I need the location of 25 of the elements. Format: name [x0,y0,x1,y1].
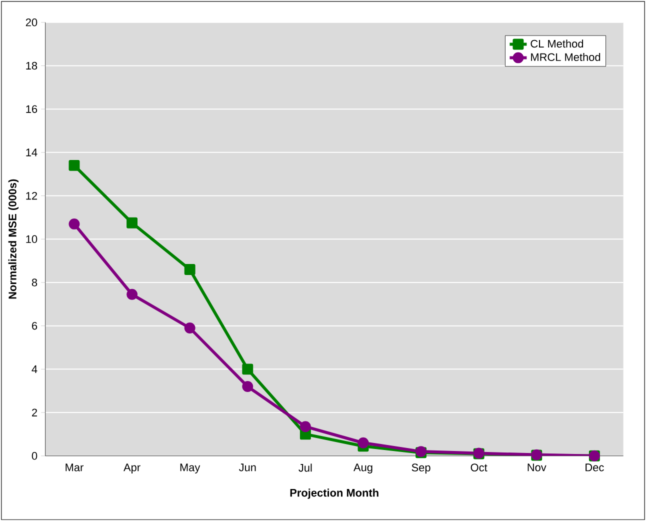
y-tick-label: 0 [32,452,38,460]
x-tick-label: Apr [124,464,140,474]
y-tick-label: 16 [26,105,38,113]
y-tick-label: 12 [26,192,38,200]
y-axis-title: Normalized MSE (000s) [8,179,19,299]
y-tick-label: 2 [32,408,38,416]
x-tick-label: Mar [66,464,84,472]
x-tick-label: Aug [354,464,372,474]
x-axis-title: Projection Month [290,488,378,499]
x-tick-label: Jul [298,464,312,472]
y-tick-label: 4 [32,365,38,373]
y-tick-label: 10 [26,235,38,243]
x-tick-label: Nov [528,464,546,472]
legend-label: CL Method [530,40,584,48]
y-tick-label: 18 [26,62,38,70]
x-tick-label: Dec [586,464,604,472]
y-tick-label: 8 [32,278,38,286]
y-tick-label: 14 [26,148,38,156]
legend-label: MRCL Method [531,52,600,62]
x-tick-label: May [180,464,200,474]
x-tick-label: Jun [238,464,256,472]
x-tick-label: Sep [412,464,430,474]
x-tick-label: Oct [470,464,488,472]
y-tick-label: 20 [26,18,38,26]
y-tick-label: 6 [32,322,38,330]
